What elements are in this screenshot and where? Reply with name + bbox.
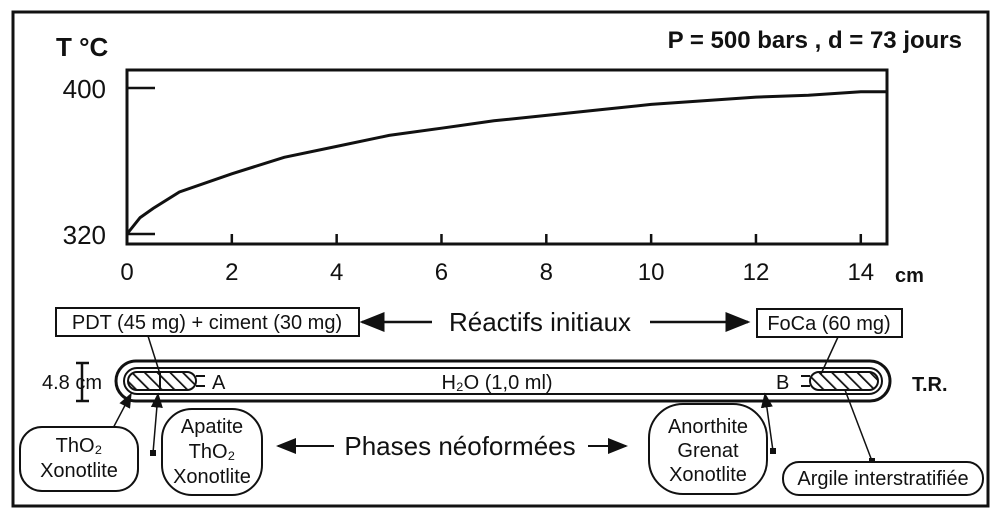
phase-box-4 — [782, 461, 984, 496]
end-b-label: B — [776, 372, 789, 394]
plot-area — [125, 68, 889, 246]
x-tick-label: 0 — [120, 259, 133, 286]
sample-a-lid — [196, 375, 205, 387]
leader-reactif-left — [147, 335, 161, 375]
x-tick-label: 10 — [638, 259, 665, 286]
reactif-right-box — [756, 308, 903, 338]
outer-frame — [11, 10, 990, 508]
y-axis-label: T °C — [56, 32, 109, 62]
leader-phase-4 — [844, 389, 873, 462]
x-tick-label: 8 — [540, 259, 553, 286]
tr-label: T.R. — [912, 374, 948, 396]
phase-box-3 — [648, 403, 768, 495]
phase-box-2-line-2: ThO₂ — [189, 441, 236, 463]
phase-box-1-line-1: ThO₂ — [56, 435, 103, 457]
tube-scale-marker — [76, 361, 89, 403]
y-tick-label: 320 — [63, 220, 106, 250]
phase-box-3-line-3: Xonotlite — [669, 464, 747, 486]
leader-reactif-right — [820, 336, 839, 375]
sample-b — [809, 371, 879, 391]
tube-scale-label: 4.8 cm — [42, 372, 102, 394]
leader-phase-2 — [150, 392, 163, 454]
x-ticks: 0 2 4 6 8 10 12 14 — [120, 234, 874, 286]
reactif-left-box — [55, 307, 360, 337]
tube-content-label: H₂O (1,0 ml) — [441, 372, 552, 394]
phase-box-3-line-1: Anorthite — [668, 416, 748, 438]
x-tick-label: 12 — [743, 259, 770, 286]
x-tick-label: 6 — [435, 259, 448, 286]
chart-title: P = 500 bars , d = 73 jours — [668, 27, 962, 54]
phases-label: Phases néoformées — [344, 431, 575, 461]
leader-phase-3-dot — [770, 448, 776, 454]
reactif-left-label: PDT (45 mg) + ciment (30 mg) — [72, 312, 342, 334]
sample-a — [127, 371, 197, 391]
temperature-curve — [125, 90, 887, 235]
phase-box-3-line-2: Grenat — [677, 440, 739, 462]
leader-phase-3 — [760, 392, 774, 452]
sample-b-lid — [801, 375, 810, 387]
x-tick-label: 14 — [847, 259, 874, 286]
x-tick-label: 2 — [225, 259, 238, 286]
leader-phase-2-dot — [150, 450, 156, 456]
phase-box-1 — [19, 426, 139, 492]
leader-phase-1 — [110, 392, 132, 433]
y-ticks: 320 400 — [63, 74, 155, 250]
tube-inner — [123, 367, 883, 395]
reactifs-label: Réactifs initiaux — [449, 307, 631, 337]
phase-box-1-line-2: Xonotlite — [40, 460, 118, 482]
phase-box-4-label: Argile interstratifiée — [797, 468, 968, 490]
reactif-right-label: FoCa (60 mg) — [767, 313, 890, 335]
phase-box-2-line-1: Apatite — [181, 416, 243, 438]
phase-box-2-line-3: Xonotlite — [173, 466, 251, 488]
y-tick-label: 400 — [63, 74, 106, 104]
tube-outer — [114, 359, 892, 403]
x-axis-unit: cm — [895, 265, 924, 287]
x-tick-label: 4 — [330, 259, 343, 286]
phase-box-2 — [161, 408, 263, 496]
end-a-label: A — [212, 372, 226, 394]
